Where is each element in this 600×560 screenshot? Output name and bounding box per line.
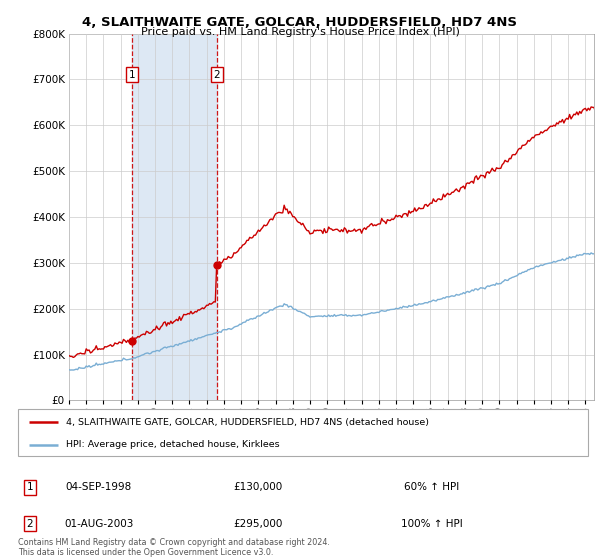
Text: 1: 1 (129, 70, 136, 80)
Text: Contains HM Land Registry data © Crown copyright and database right 2024.
This d: Contains HM Land Registry data © Crown c… (18, 538, 330, 557)
Text: 1: 1 (26, 482, 34, 492)
Text: £130,000: £130,000 (233, 482, 283, 492)
Text: 04-SEP-1998: 04-SEP-1998 (66, 482, 132, 492)
Text: 4, SLAITHWAITE GATE, GOLCAR, HUDDERSFIELD, HD7 4NS (detached house): 4, SLAITHWAITE GATE, GOLCAR, HUDDERSFIEL… (67, 418, 430, 427)
Text: Price paid vs. HM Land Registry's House Price Index (HPI): Price paid vs. HM Land Registry's House … (140, 27, 460, 37)
Text: 2: 2 (26, 519, 34, 529)
Text: 2: 2 (214, 70, 220, 80)
Text: £295,000: £295,000 (233, 519, 283, 529)
Text: HPI: Average price, detached house, Kirklees: HPI: Average price, detached house, Kirk… (67, 440, 280, 449)
Text: 4, SLAITHWAITE GATE, GOLCAR, HUDDERSFIELD, HD7 4NS: 4, SLAITHWAITE GATE, GOLCAR, HUDDERSFIEL… (83, 16, 517, 29)
Text: 60% ↑ HPI: 60% ↑ HPI (404, 482, 460, 492)
FancyBboxPatch shape (18, 409, 588, 456)
Text: 100% ↑ HPI: 100% ↑ HPI (401, 519, 463, 529)
Bar (132, 34, 217, 400)
Text: 01-AUG-2003: 01-AUG-2003 (64, 519, 134, 529)
